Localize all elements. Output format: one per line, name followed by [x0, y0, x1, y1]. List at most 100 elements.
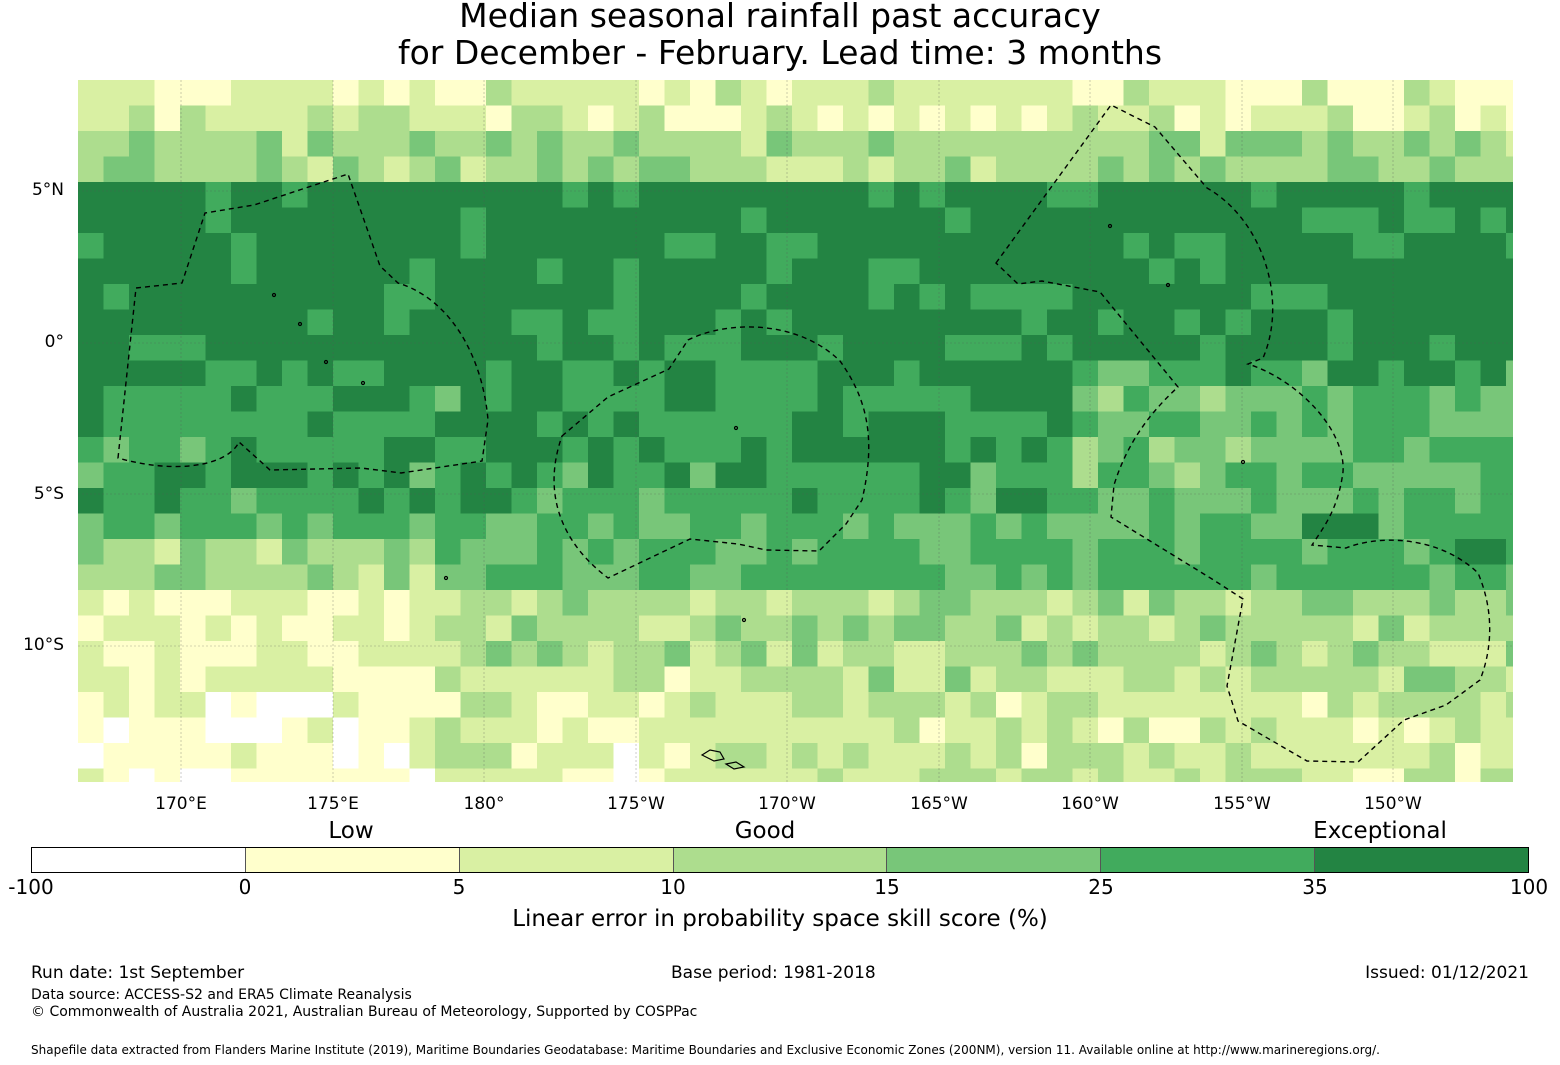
grid-cell: [843, 768, 869, 782]
grid-cell: [792, 462, 818, 489]
grid-cell: [1149, 182, 1175, 208]
grid-cell: [129, 284, 155, 310]
grid-cell: [945, 411, 971, 438]
grid-cell: [741, 539, 767, 565]
colorbar-tick: 100: [1509, 875, 1549, 899]
grid-cell: [205, 590, 232, 616]
grid-cell: [486, 564, 512, 591]
grid-cell: [537, 590, 563, 616]
grid-cell: [358, 258, 385, 285]
grid-cell: [1404, 692, 1430, 718]
grid-cell: [766, 666, 793, 693]
grid-cell: [358, 641, 385, 667]
grid-cell: [639, 335, 665, 361]
grid-cell: [639, 258, 665, 285]
grid-cell: [562, 207, 589, 234]
grid-cell: [409, 105, 436, 132]
grid-cell: [792, 641, 818, 667]
grid-cell: [358, 80, 385, 106]
grid-cell: [1174, 156, 1201, 183]
grid-cell: [613, 462, 640, 489]
grid-cell: [129, 80, 155, 106]
grid-cell: [282, 513, 308, 540]
island-dot: [1165, 282, 1171, 288]
grid-cell: [384, 768, 410, 782]
grid-cell: [1251, 105, 1277, 132]
grid-cell: [1455, 131, 1481, 157]
grid-cell: [511, 590, 538, 616]
grid-cell: [78, 207, 104, 234]
grid-cell: [537, 641, 563, 667]
grid-cell: [78, 513, 104, 540]
grid-cell: [690, 131, 716, 157]
grid-cell: [945, 513, 971, 540]
grid-cell: [103, 641, 130, 667]
grid-cell: [1021, 692, 1048, 718]
grid-cell: [715, 692, 742, 718]
grid-cell: [970, 590, 997, 616]
grid-cell: [613, 488, 640, 514]
grid-cell: [996, 80, 1022, 106]
grid-cell: [1302, 360, 1328, 387]
grid-cell: [256, 539, 283, 565]
grid-cell: [1098, 462, 1124, 489]
grid-cell: [129, 360, 155, 387]
grid-cell: [970, 768, 997, 782]
grid-cell: [562, 182, 589, 208]
grid-cell: [919, 131, 946, 157]
grid-cell: [1047, 80, 1073, 106]
grid-cell: [741, 462, 767, 489]
grid-cell: [1429, 539, 1456, 565]
grid-cell: [1123, 717, 1150, 744]
grid-cell: [741, 564, 767, 591]
grid-cell: [1149, 411, 1175, 438]
grid-cell: [1174, 335, 1201, 361]
grid-cell: [1174, 641, 1201, 667]
grid-cell: [1506, 717, 1513, 744]
grid-cell: [1251, 692, 1277, 718]
grid-cell: [639, 284, 665, 310]
grid-cell: [1149, 743, 1175, 769]
grid-cell: [715, 768, 742, 782]
grid-cell: [766, 462, 793, 489]
grid-cell: [741, 182, 767, 208]
grid-cell: [1327, 105, 1354, 132]
grid-cell: [715, 641, 742, 667]
grid-cell: [307, 539, 334, 565]
grid-cell: [1072, 207, 1099, 234]
grid-cell: [1149, 768, 1175, 782]
grid-cell: [664, 80, 691, 106]
grid-cell: [1251, 309, 1277, 336]
grid-cell: [1047, 156, 1073, 183]
lon-label-165w: 165°W: [910, 794, 968, 814]
grid-cell: [435, 692, 461, 718]
grid-cell: [384, 692, 410, 718]
grid-cell: [868, 335, 895, 361]
grid-cell: [817, 513, 844, 540]
grid-cell: [1506, 692, 1513, 718]
grid-cell: [282, 258, 308, 285]
grid-cell: [1047, 131, 1073, 157]
grid-cell: [1123, 80, 1150, 106]
grid-cell: [1225, 258, 1252, 285]
grid-cell: [919, 80, 946, 106]
grid-cell: [1455, 615, 1481, 642]
grid-cell: [511, 513, 538, 540]
grid-cell: [868, 156, 895, 183]
grid-cell: [1174, 462, 1201, 489]
grid-cell: [486, 513, 512, 540]
grid-cell: [1174, 437, 1201, 463]
grid-cell: [1353, 590, 1379, 616]
grid-cell: [562, 335, 589, 361]
grid-cell: [868, 411, 895, 438]
grid-cell: [817, 411, 844, 438]
grid-cell: [1302, 692, 1328, 718]
grid-cell: [1327, 207, 1354, 234]
grid-cell: [1123, 666, 1150, 693]
grid-cell: [307, 309, 334, 336]
grid-cell: [996, 743, 1022, 769]
grid-cell: [1480, 207, 1507, 234]
grid-cell: [945, 641, 971, 667]
grid-cell: [409, 360, 436, 387]
grid-cell: [1404, 335, 1430, 361]
